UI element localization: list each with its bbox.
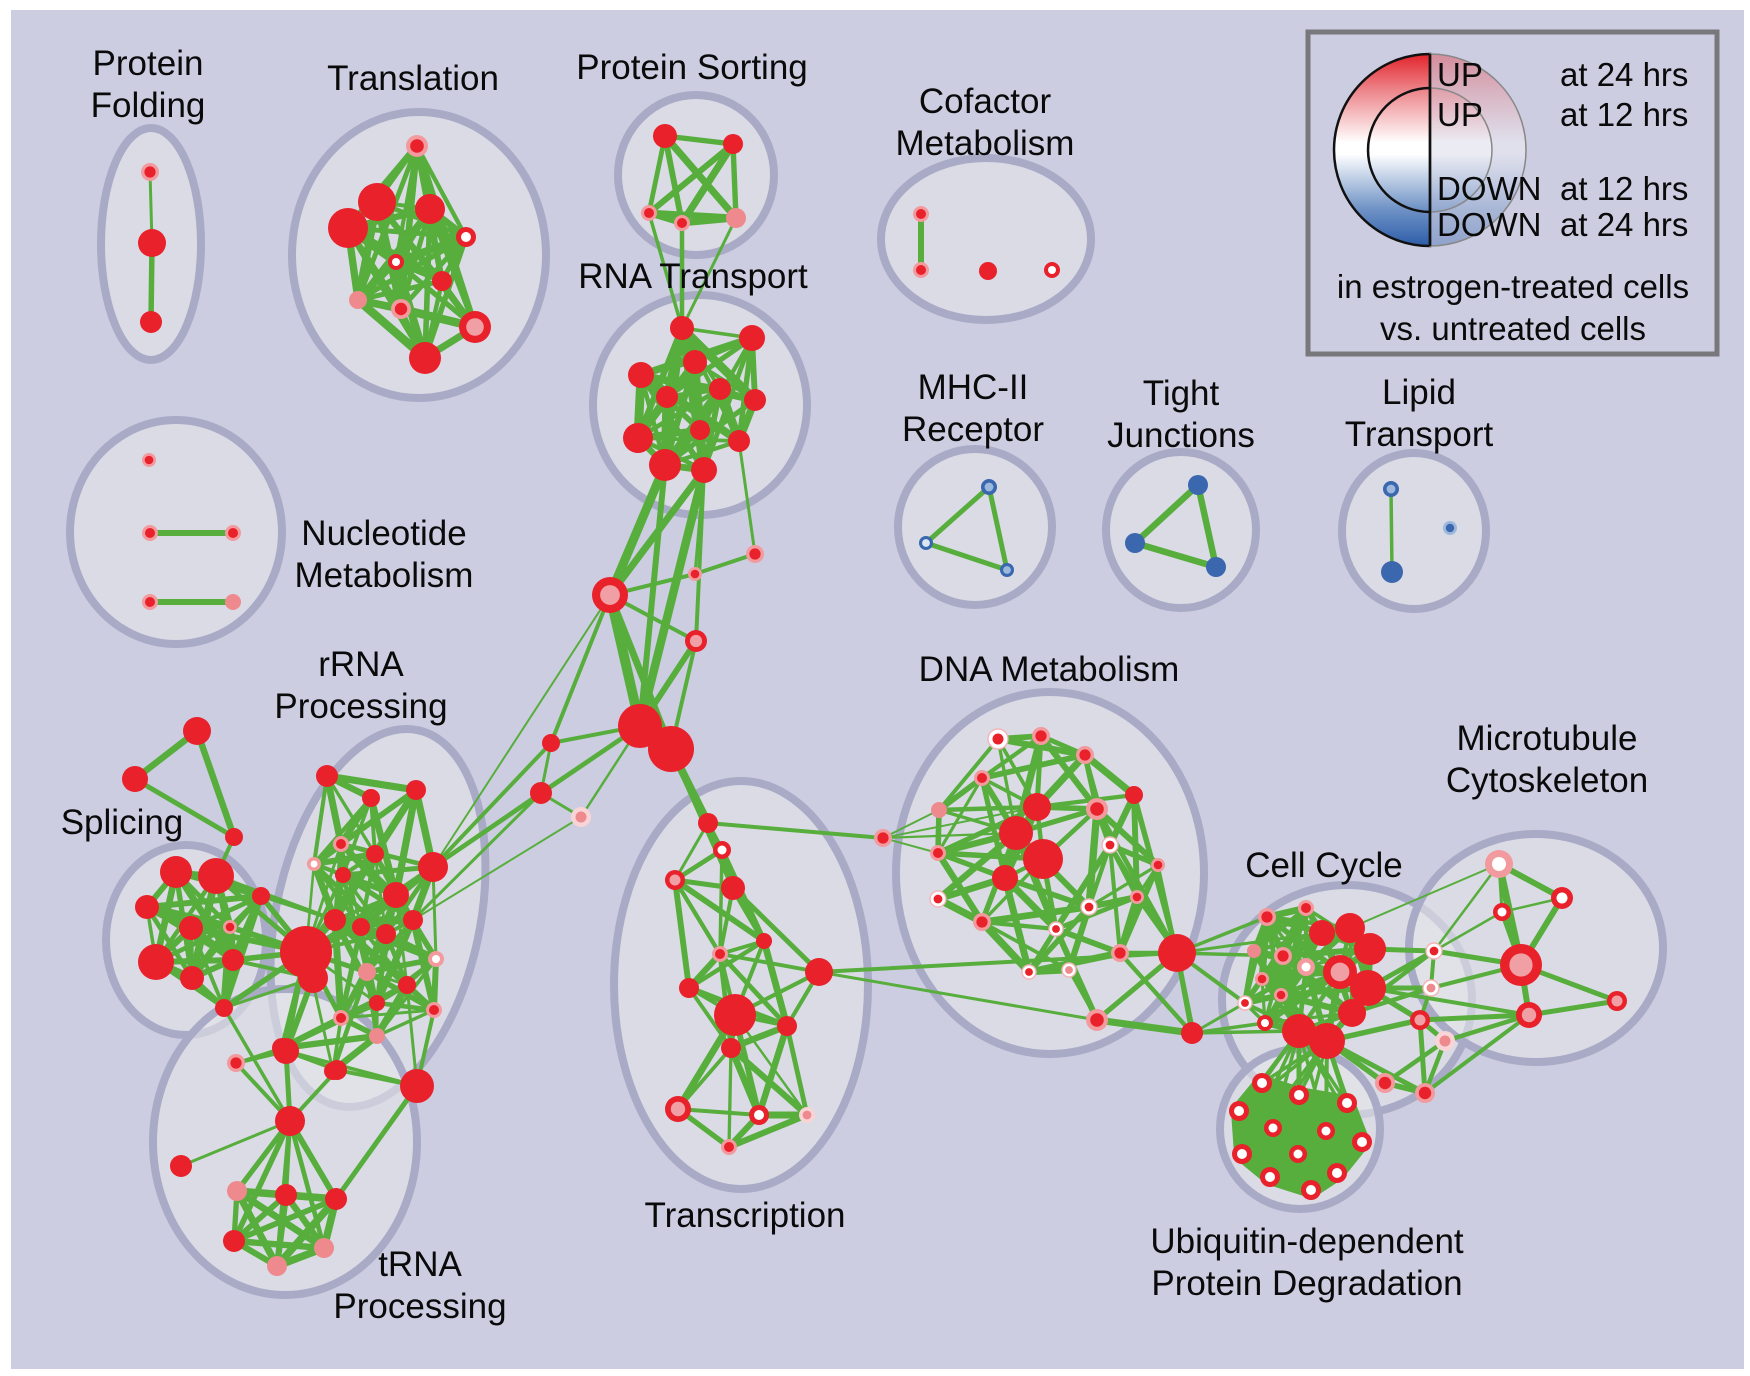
svg-text:at 12 hrs: at 12 hrs (1560, 96, 1688, 133)
svg-text:Protein: Protein (93, 44, 204, 83)
svg-text:in estrogen-treated cells: in estrogen-treated cells (1337, 268, 1689, 305)
svg-text:Junctions: Junctions (1107, 416, 1255, 455)
svg-text:DOWN: DOWN (1437, 206, 1541, 243)
svg-text:UP: UP (1437, 56, 1483, 93)
svg-text:Nucleotide: Nucleotide (301, 514, 466, 553)
svg-text:at 12 hrs: at 12 hrs (1560, 170, 1688, 207)
svg-text:Transcription: Transcription (645, 1196, 846, 1235)
svg-text:Protein Sorting: Protein Sorting (576, 48, 808, 87)
svg-text:Folding: Folding (91, 86, 206, 125)
svg-text:UP: UP (1437, 96, 1483, 133)
svg-text:tRNA: tRNA (378, 1245, 462, 1284)
svg-text:Translation: Translation (327, 59, 499, 98)
svg-text:Microtubule: Microtubule (1457, 719, 1638, 758)
svg-text:DOWN: DOWN (1437, 170, 1541, 207)
svg-text:at 24 hrs: at 24 hrs (1560, 56, 1688, 93)
svg-text:Splicing: Splicing (61, 803, 184, 842)
svg-text:Metabolism: Metabolism (896, 124, 1075, 163)
svg-text:Metabolism: Metabolism (295, 556, 474, 595)
svg-text:Lipid: Lipid (1382, 373, 1456, 412)
svg-text:at 24 hrs: at 24 hrs (1560, 206, 1688, 243)
svg-text:DNA Metabolism: DNA Metabolism (919, 650, 1180, 689)
svg-text:Tight: Tight (1143, 374, 1220, 413)
svg-text:rRNA: rRNA (318, 645, 404, 684)
svg-text:Receptor: Receptor (902, 410, 1044, 449)
svg-text:Processing: Processing (333, 1287, 506, 1326)
svg-text:Processing: Processing (274, 687, 447, 726)
svg-text:Ubiquitin-dependent: Ubiquitin-dependent (1150, 1222, 1464, 1261)
svg-text:Cytoskeleton: Cytoskeleton (1446, 761, 1648, 800)
svg-text:Cell Cycle: Cell Cycle (1245, 846, 1403, 885)
svg-text:vs. untreated cells: vs. untreated cells (1380, 310, 1646, 347)
svg-text:Cofactor: Cofactor (919, 82, 1052, 121)
svg-text:Protein Degradation: Protein Degradation (1151, 1264, 1462, 1303)
svg-text:Transport: Transport (1345, 415, 1494, 454)
svg-text:MHC-II: MHC-II (918, 368, 1029, 407)
svg-text:RNA Transport: RNA Transport (578, 257, 808, 296)
